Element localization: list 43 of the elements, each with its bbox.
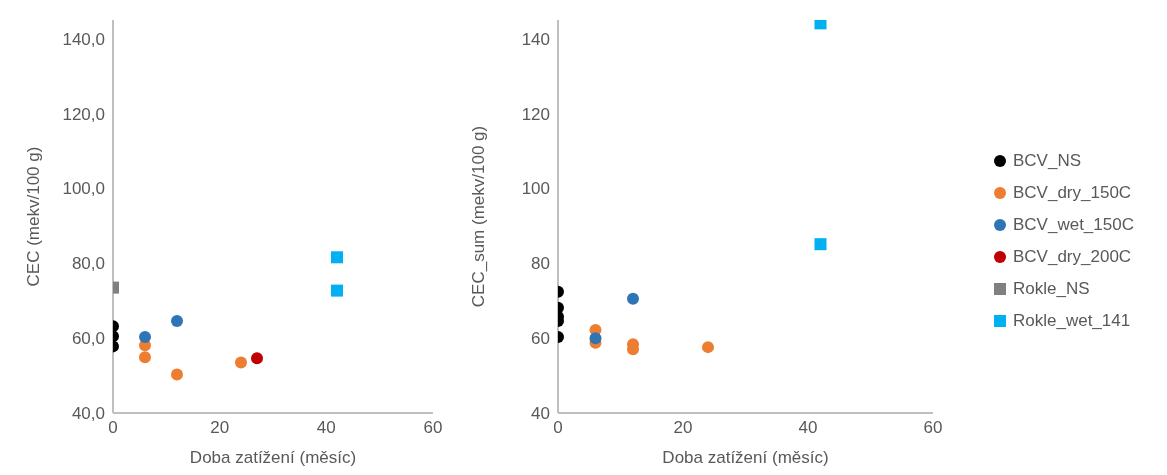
- legend-label: Rokle_NS: [1013, 278, 1090, 299]
- x-tick-label: 20: [673, 418, 693, 438]
- y-tick-label: 80: [531, 254, 550, 274]
- legend-label: BCV_NS: [1013, 150, 1082, 171]
- legend-label: Rokle_wet_141: [1013, 310, 1131, 331]
- legend-label: BCV_dry_150C: [1013, 182, 1132, 203]
- y-axis-title: CEC_sum (mekv/100 g): [469, 125, 489, 308]
- point: [171, 314, 183, 327]
- y-tick-label: 80,0: [71, 254, 105, 274]
- point: [139, 351, 151, 364]
- y-tick-label: 60: [531, 329, 550, 349]
- x-axis-title: Doba zatížení (měsíc): [189, 448, 357, 467]
- x-tick-label: 60: [923, 418, 943, 438]
- y-tick-label: 40,0: [71, 404, 105, 424]
- x-tick-label: 60: [423, 418, 443, 438]
- point: [814, 238, 827, 251]
- point: [702, 341, 714, 354]
- y-tick-label: 120: [521, 104, 550, 124]
- point: [235, 356, 247, 369]
- y-tick-label: 140,0: [62, 29, 105, 49]
- y-tick-label: 100: [521, 179, 550, 199]
- point: [814, 20, 827, 30]
- point: [171, 368, 183, 381]
- y-tick-label: 60,0: [71, 329, 105, 349]
- point: [331, 251, 343, 264]
- y-tick-label: 100,0: [62, 179, 105, 199]
- point: [139, 331, 151, 344]
- x-axis-title: Doba zatížení (měsíc): [662, 448, 829, 467]
- x-tick-label: 20: [210, 418, 230, 438]
- point: [627, 292, 639, 305]
- y-tick-label: 40: [531, 404, 550, 424]
- point: [589, 332, 602, 345]
- y-tick-label: 140: [521, 29, 550, 49]
- y-axis-title: CEC (mekv/100 g): [24, 146, 44, 287]
- point: [331, 284, 343, 297]
- x-tick-label: 0: [553, 418, 563, 438]
- y-tick-label: 120,0: [62, 104, 105, 124]
- legend-label: BCV_wet_150C: [1013, 214, 1134, 235]
- x-tick-label: 40: [798, 418, 818, 438]
- x-tick-label: 40: [316, 418, 336, 438]
- legend-label: BCV_dry_200C: [1013, 246, 1132, 267]
- x-tick-label: 0: [108, 418, 118, 438]
- point: [251, 352, 263, 365]
